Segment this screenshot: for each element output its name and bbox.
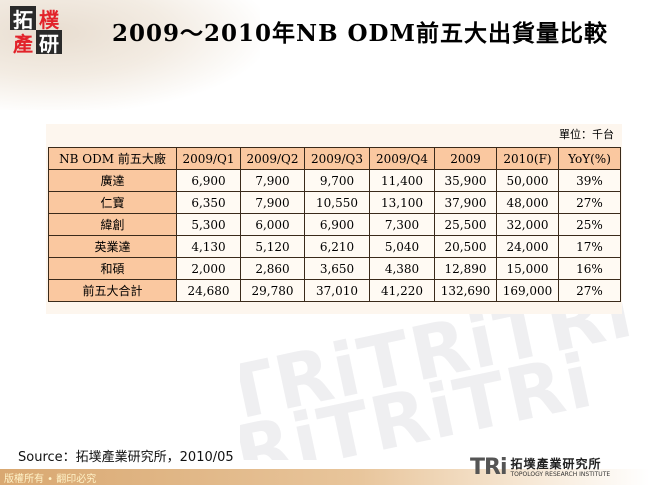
table-cell: 37,900 — [434, 191, 497, 214]
tri-logo-badge: 拓 樸 產 研 — [10, 6, 62, 56]
table-cell: 13,100 — [369, 191, 435, 214]
table-cell: 35,900 — [434, 169, 497, 192]
table-header-row: NB ODM 前五大廠 2009/Q1 2009/Q2 2009/Q3 2009… — [48, 147, 621, 170]
table-row-total: 前五大合計 24,680 29,780 37,010 41,220 132,69… — [48, 279, 621, 302]
table-cell: 6,210 — [304, 235, 370, 258]
table-cell: 6,000 — [240, 213, 305, 236]
table-cell: 11,400 — [369, 169, 435, 192]
logo-char: 產 — [13, 31, 33, 56]
table-cell: 25% — [558, 213, 621, 236]
brand-name-cn: 拓墣產業研究所 — [510, 456, 602, 471]
slide-title: 2009～2010年NB ODM前五大出貨量比較 — [112, 20, 608, 47]
shipment-table: NB ODM 前五大廠 2009/Q1 2009/Q2 2009/Q3 2009… — [48, 147, 621, 302]
brand-name-en: TOPOLOGY RESEARCH INSTITUTE — [510, 470, 611, 478]
table-cell: 6,350 — [176, 191, 241, 214]
table-cell: 27% — [558, 191, 621, 214]
table-cell: 41,220 — [369, 279, 435, 302]
table-cell: 2,000 — [176, 257, 241, 280]
table-cell: 7,300 — [369, 213, 435, 236]
table-cell: 27% — [558, 279, 621, 302]
logo-char: 研 — [36, 30, 62, 56]
row-label: 仁寶 — [48, 191, 177, 214]
logo-char: 拓 — [10, 6, 36, 32]
table-cell: 20,500 — [434, 235, 497, 258]
row-label: 英業達 — [48, 235, 177, 258]
table-cell: 3,650 — [304, 257, 370, 280]
table-row: 緯創 5,300 6,000 6,900 7,300 25,500 32,000… — [48, 213, 621, 236]
table-row: 和碩 2,000 2,860 3,650 4,380 12,890 15,000… — [48, 257, 621, 280]
table-cell: 24,000 — [496, 235, 559, 258]
table-cell: 169,000 — [496, 279, 559, 302]
table-cell: 17% — [558, 235, 621, 258]
table-cell: 2,860 — [240, 257, 305, 280]
table-cell: 9,700 — [304, 169, 370, 192]
table-cell: 16% — [558, 257, 621, 280]
table-cell: 39% — [558, 169, 621, 192]
table-cell: 29,780 — [240, 279, 305, 302]
table-cell: 50,000 — [496, 169, 559, 192]
tri-logo-text: 拓墣產業研究所 TOPOLOGY RESEARCH INSTITUTE — [511, 458, 611, 478]
table-cell: 15,000 — [496, 257, 559, 280]
table-cell: 6,900 — [176, 169, 241, 192]
table-cell: 7,900 — [240, 191, 305, 214]
row-label: 緯創 — [48, 213, 177, 236]
column-header: 2009/Q3 — [304, 147, 370, 170]
table-cell: 12,890 — [434, 257, 497, 280]
table-cell: 25,500 — [434, 213, 497, 236]
table-cell: 37,010 — [304, 279, 370, 302]
table-cell: 48,000 — [496, 191, 559, 214]
table-row: 仁寶 6,350 7,900 10,550 13,100 37,900 48,0… — [48, 191, 621, 214]
table-cell: 5,300 — [176, 213, 241, 236]
column-header: 2009/Q1 — [176, 147, 241, 170]
table-row: 廣達 6,900 7,900 9,700 11,400 35,900 50,00… — [48, 169, 621, 192]
row-label: 前五大合計 — [48, 279, 177, 302]
column-header: 2009 — [434, 147, 497, 170]
table-cell: 32,000 — [496, 213, 559, 236]
copyright-text: 版權所有 • 翻印必究 — [4, 474, 97, 485]
table-panel: 單位：千台 NB ODM 前五大廠 2009/Q1 2009/Q2 2009/Q… — [46, 124, 622, 314]
tri-watermark: TRiTRiTRi TRiTRiTRi — [240, 300, 641, 460]
source-note: Source：拓墣產業研究所，2010/05 — [18, 450, 234, 465]
table-cell: 5,120 — [240, 235, 305, 258]
unit-label: 單位：千台 — [559, 128, 614, 141]
logo-char: 樸 — [39, 7, 59, 32]
table-cell: 4,380 — [369, 257, 435, 280]
table-cell: 4,130 — [176, 235, 241, 258]
column-header: 2009/Q2 — [240, 147, 305, 170]
footer-bar — [0, 469, 650, 485]
column-header: NB ODM 前五大廠 — [48, 147, 177, 170]
tri-logo-mark: TRi — [470, 455, 507, 480]
column-header: 2009/Q4 — [369, 147, 435, 170]
table-cell: 7,900 — [240, 169, 305, 192]
table-cell: 132,690 — [434, 279, 497, 302]
table-cell: 10,550 — [304, 191, 370, 214]
background-map — [0, 0, 260, 110]
column-header: 2010(F) — [496, 147, 559, 170]
table-cell: 24,680 — [176, 279, 241, 302]
row-label: 廣達 — [48, 169, 177, 192]
column-header: YoY(%) — [558, 147, 621, 170]
table-cell: 5,040 — [369, 235, 435, 258]
table-cell: 6,900 — [304, 213, 370, 236]
row-label: 和碩 — [48, 257, 177, 280]
tri-footer-logo: TRi 拓墣產業研究所 TOPOLOGY RESEARCH INSTITUTE — [470, 455, 610, 480]
table-row: 英業達 4,130 5,120 6,210 5,040 20,500 24,00… — [48, 235, 621, 258]
